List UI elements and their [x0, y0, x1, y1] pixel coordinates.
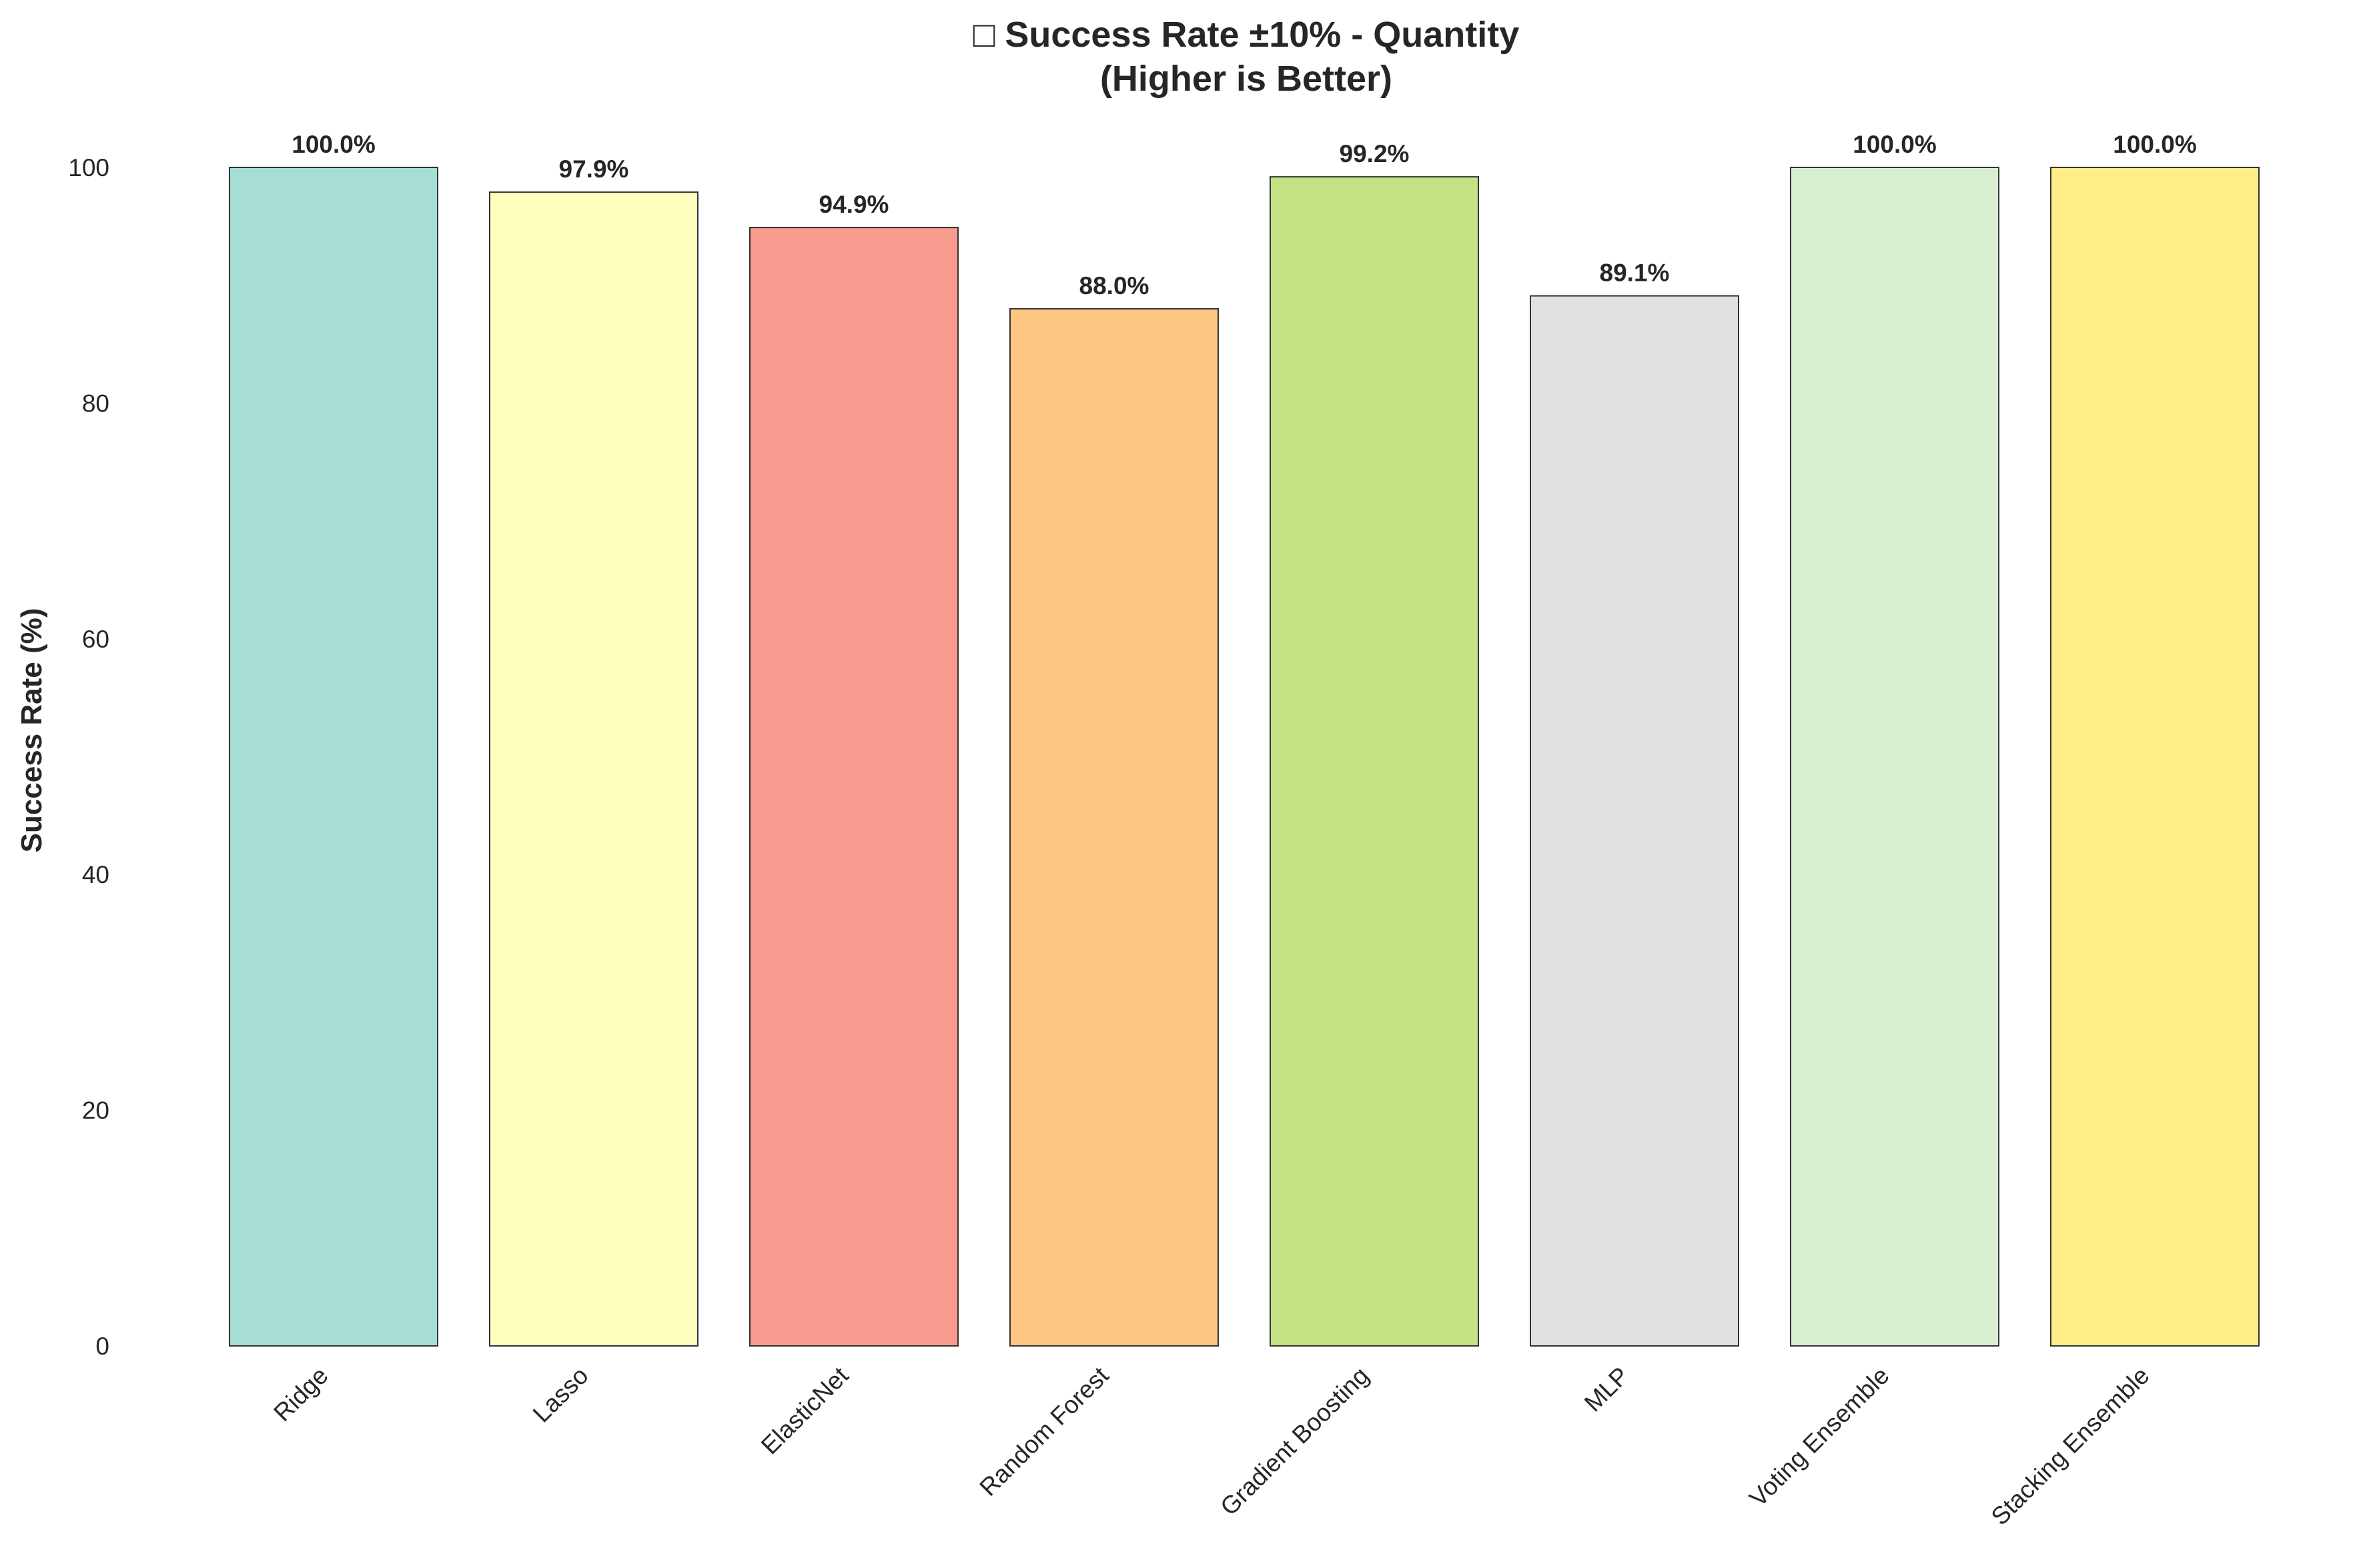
- bar-value-label: 97.9%: [559, 155, 629, 183]
- y-tick-label: 40: [82, 861, 109, 888]
- bar: [1270, 176, 1479, 1347]
- bar-value-label: 88.0%: [1079, 272, 1149, 299]
- bar-value-label: 100.0%: [292, 131, 376, 158]
- bar-value-label: 100.0%: [2113, 131, 2197, 158]
- bar: [1009, 308, 1219, 1347]
- y-tick-label: 0: [95, 1333, 109, 1360]
- y-tick-label: 60: [82, 626, 109, 653]
- bar: [229, 167, 438, 1347]
- x-tick-label: ElasticNet: [756, 1361, 854, 1459]
- bar: [1790, 167, 1999, 1347]
- chart-title-line1: □ Success Rate ±10% - Quantity: [973, 15, 1520, 55]
- x-tick-label: MLP: [1579, 1362, 1634, 1417]
- bar-value-label: 89.1%: [1600, 259, 1670, 287]
- y-tick-label: 100: [68, 154, 109, 181]
- y-tick-label: 20: [82, 1097, 109, 1124]
- y-axis-label: Success Rate (%): [15, 608, 48, 853]
- x-tick-label: Lasso: [528, 1362, 594, 1428]
- bar: [1530, 295, 1739, 1347]
- bar: [2050, 167, 2260, 1347]
- x-tick-label: Ridge: [268, 1362, 333, 1427]
- y-axis-ticks: 0 20 40 60 80 100: [68, 154, 109, 1360]
- x-tick-label: Gradient Boosting: [1215, 1362, 1374, 1521]
- bar-value-label: 100.0%: [1853, 131, 1937, 158]
- bars-group: [229, 167, 2260, 1347]
- bar-value-label: 94.9%: [819, 191, 889, 218]
- bar: [489, 191, 698, 1347]
- value-labels-group: 100.0% 97.9% 94.9% 88.0% 99.2% 89.1% 100.0% 100…: [292, 131, 2197, 299]
- x-axis-ticks: Ridge Lasso ElasticNet Random Forest Gradien…: [268, 1361, 2154, 1530]
- bar-value-label: 99.2%: [1340, 140, 1410, 167]
- x-tick-label: Stacking Ensemble: [1986, 1362, 2155, 1531]
- x-tick-label: Voting Ensemble: [1744, 1362, 1894, 1512]
- chart-title-line2: (Higher is Better): [1100, 59, 1392, 99]
- bar: [749, 227, 959, 1347]
- x-tick-label: Random Forest: [974, 1361, 1114, 1501]
- y-tick-label: 80: [82, 389, 109, 417]
